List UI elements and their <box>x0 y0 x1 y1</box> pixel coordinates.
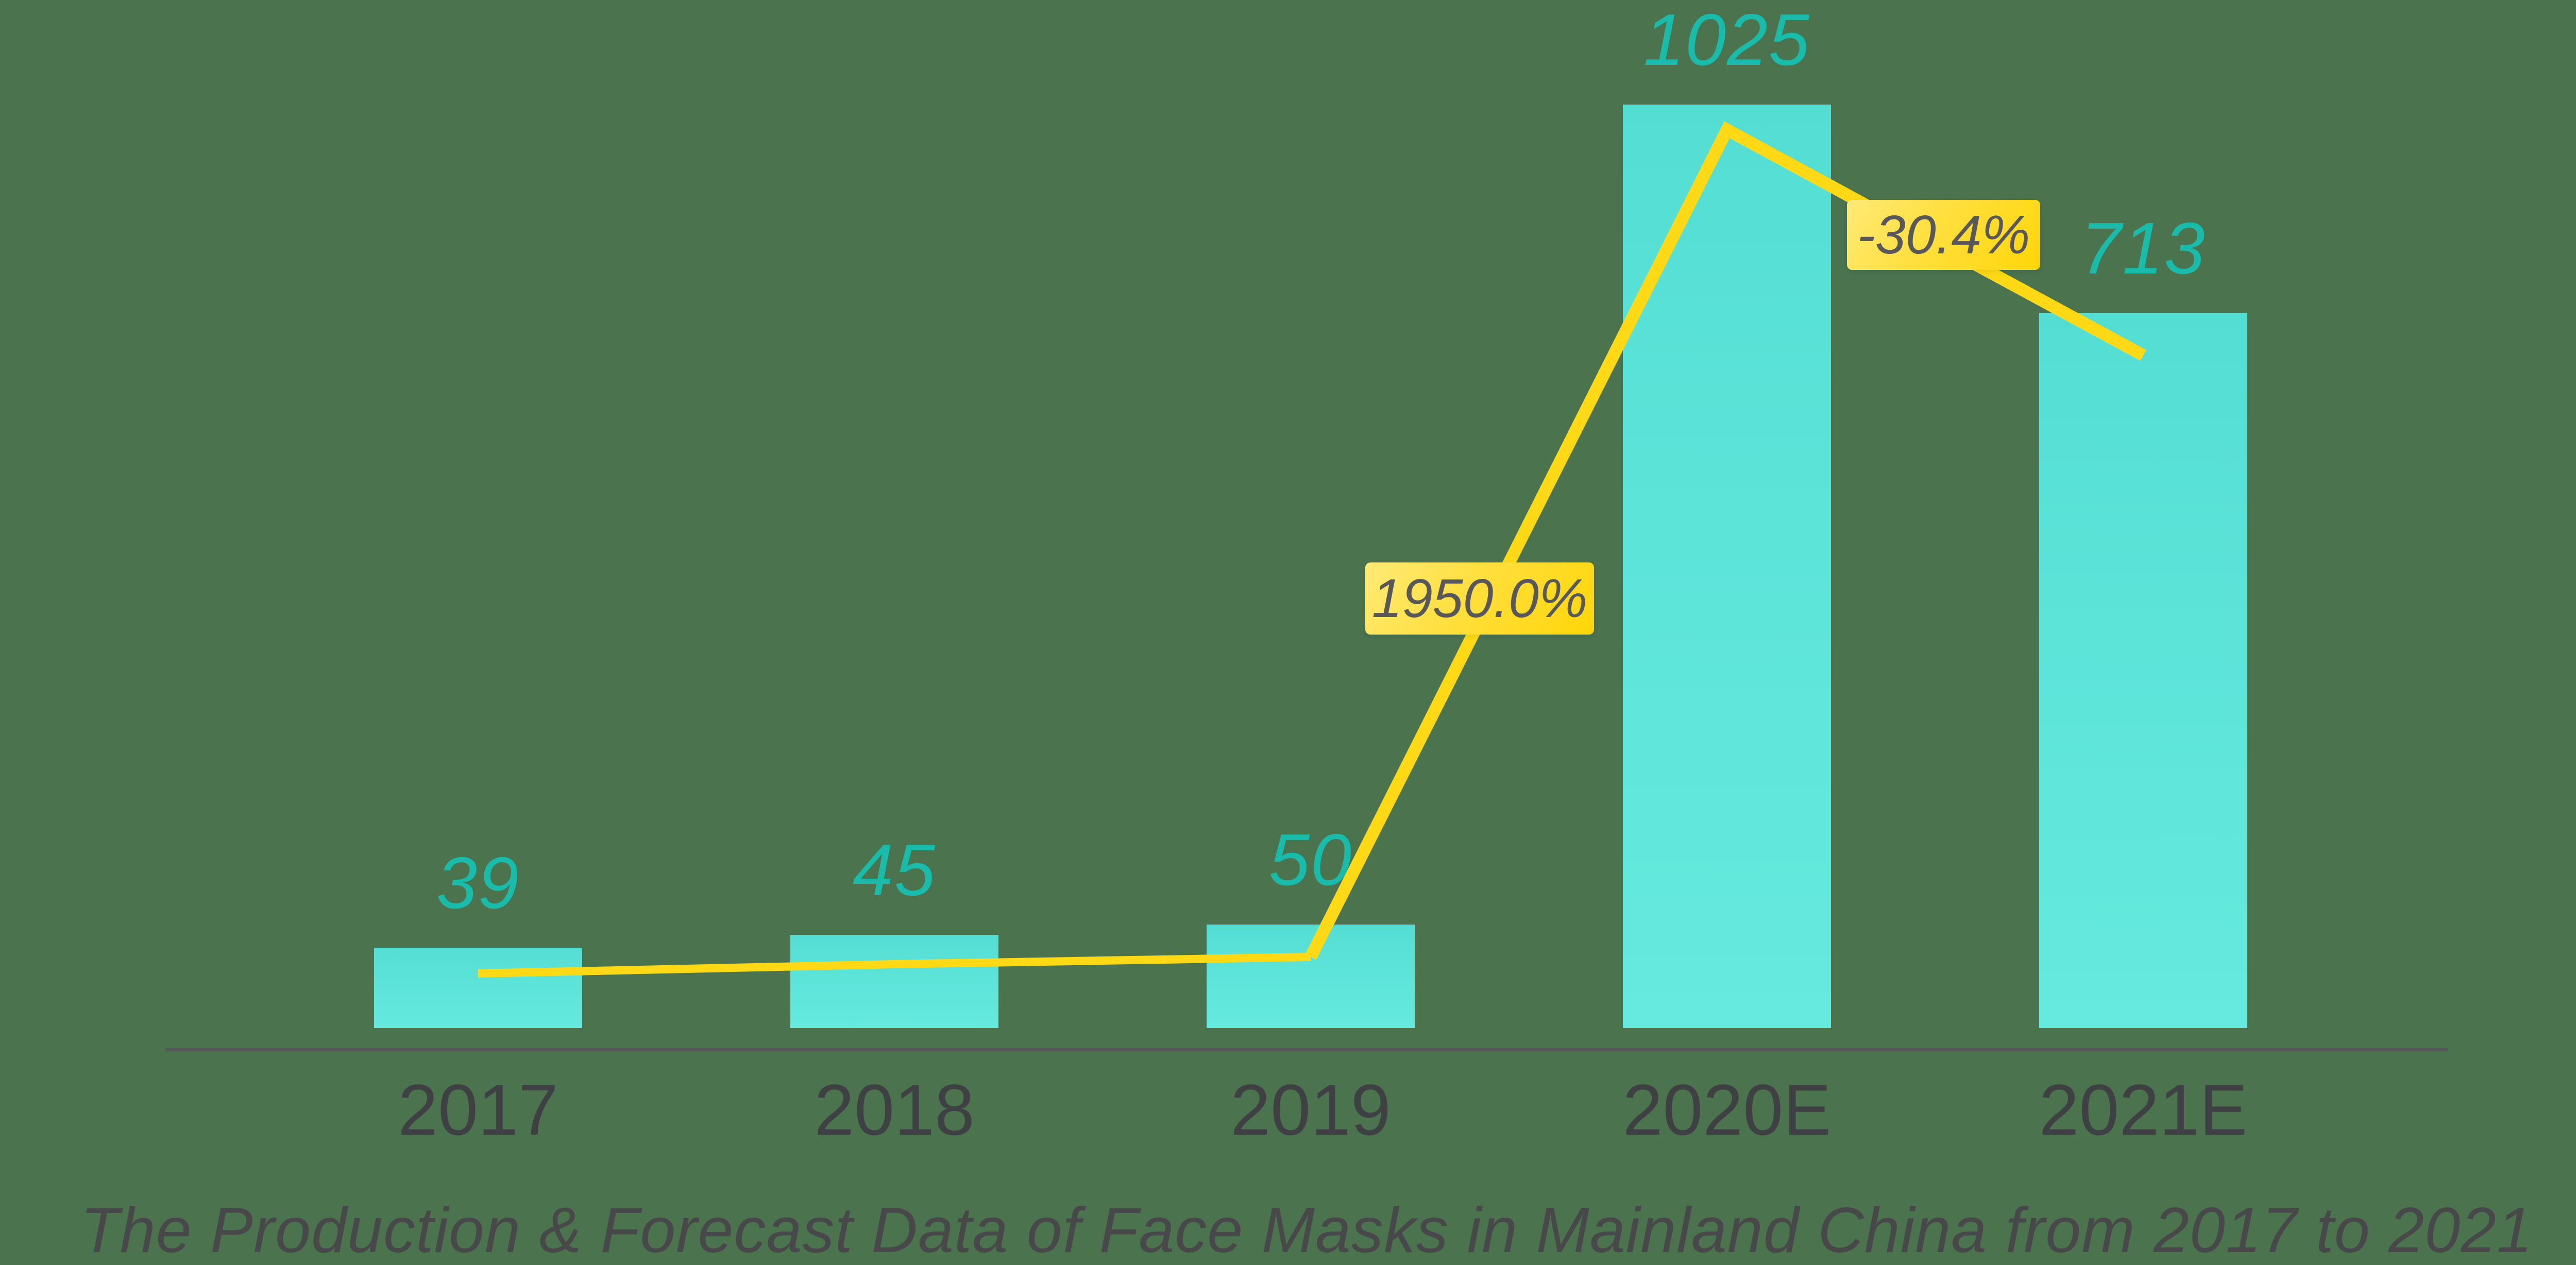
value-label-2017: 39 <box>436 842 520 924</box>
bar-2018 <box>790 935 998 1028</box>
value-label-2019: 50 <box>1269 819 1352 901</box>
x-tick-2021E: 2021E <box>2039 1069 2248 1150</box>
growth-badge-2020E: 1950.0% <box>1365 562 1594 635</box>
x-tick-2019: 2019 <box>1230 1069 1391 1150</box>
bar-2021E <box>2039 313 2247 1028</box>
x-tick-2018: 2018 <box>814 1069 975 1150</box>
value-label-2020E: 1025 <box>1643 0 1810 81</box>
value-label-2018: 45 <box>853 829 936 911</box>
x-tick-2017: 2017 <box>398 1069 558 1150</box>
chart-title: The Production & Forecast Data of Face M… <box>80 1195 2533 1265</box>
x-tick-2020E: 2020E <box>1622 1069 1832 1150</box>
bar-2020E <box>1623 105 1831 1028</box>
bar-2017 <box>374 948 582 1028</box>
growth-badge-2021E: -30.4% <box>1847 200 2040 270</box>
bar-2019 <box>1207 925 1415 1028</box>
value-label-2021E: 713 <box>2080 208 2206 289</box>
